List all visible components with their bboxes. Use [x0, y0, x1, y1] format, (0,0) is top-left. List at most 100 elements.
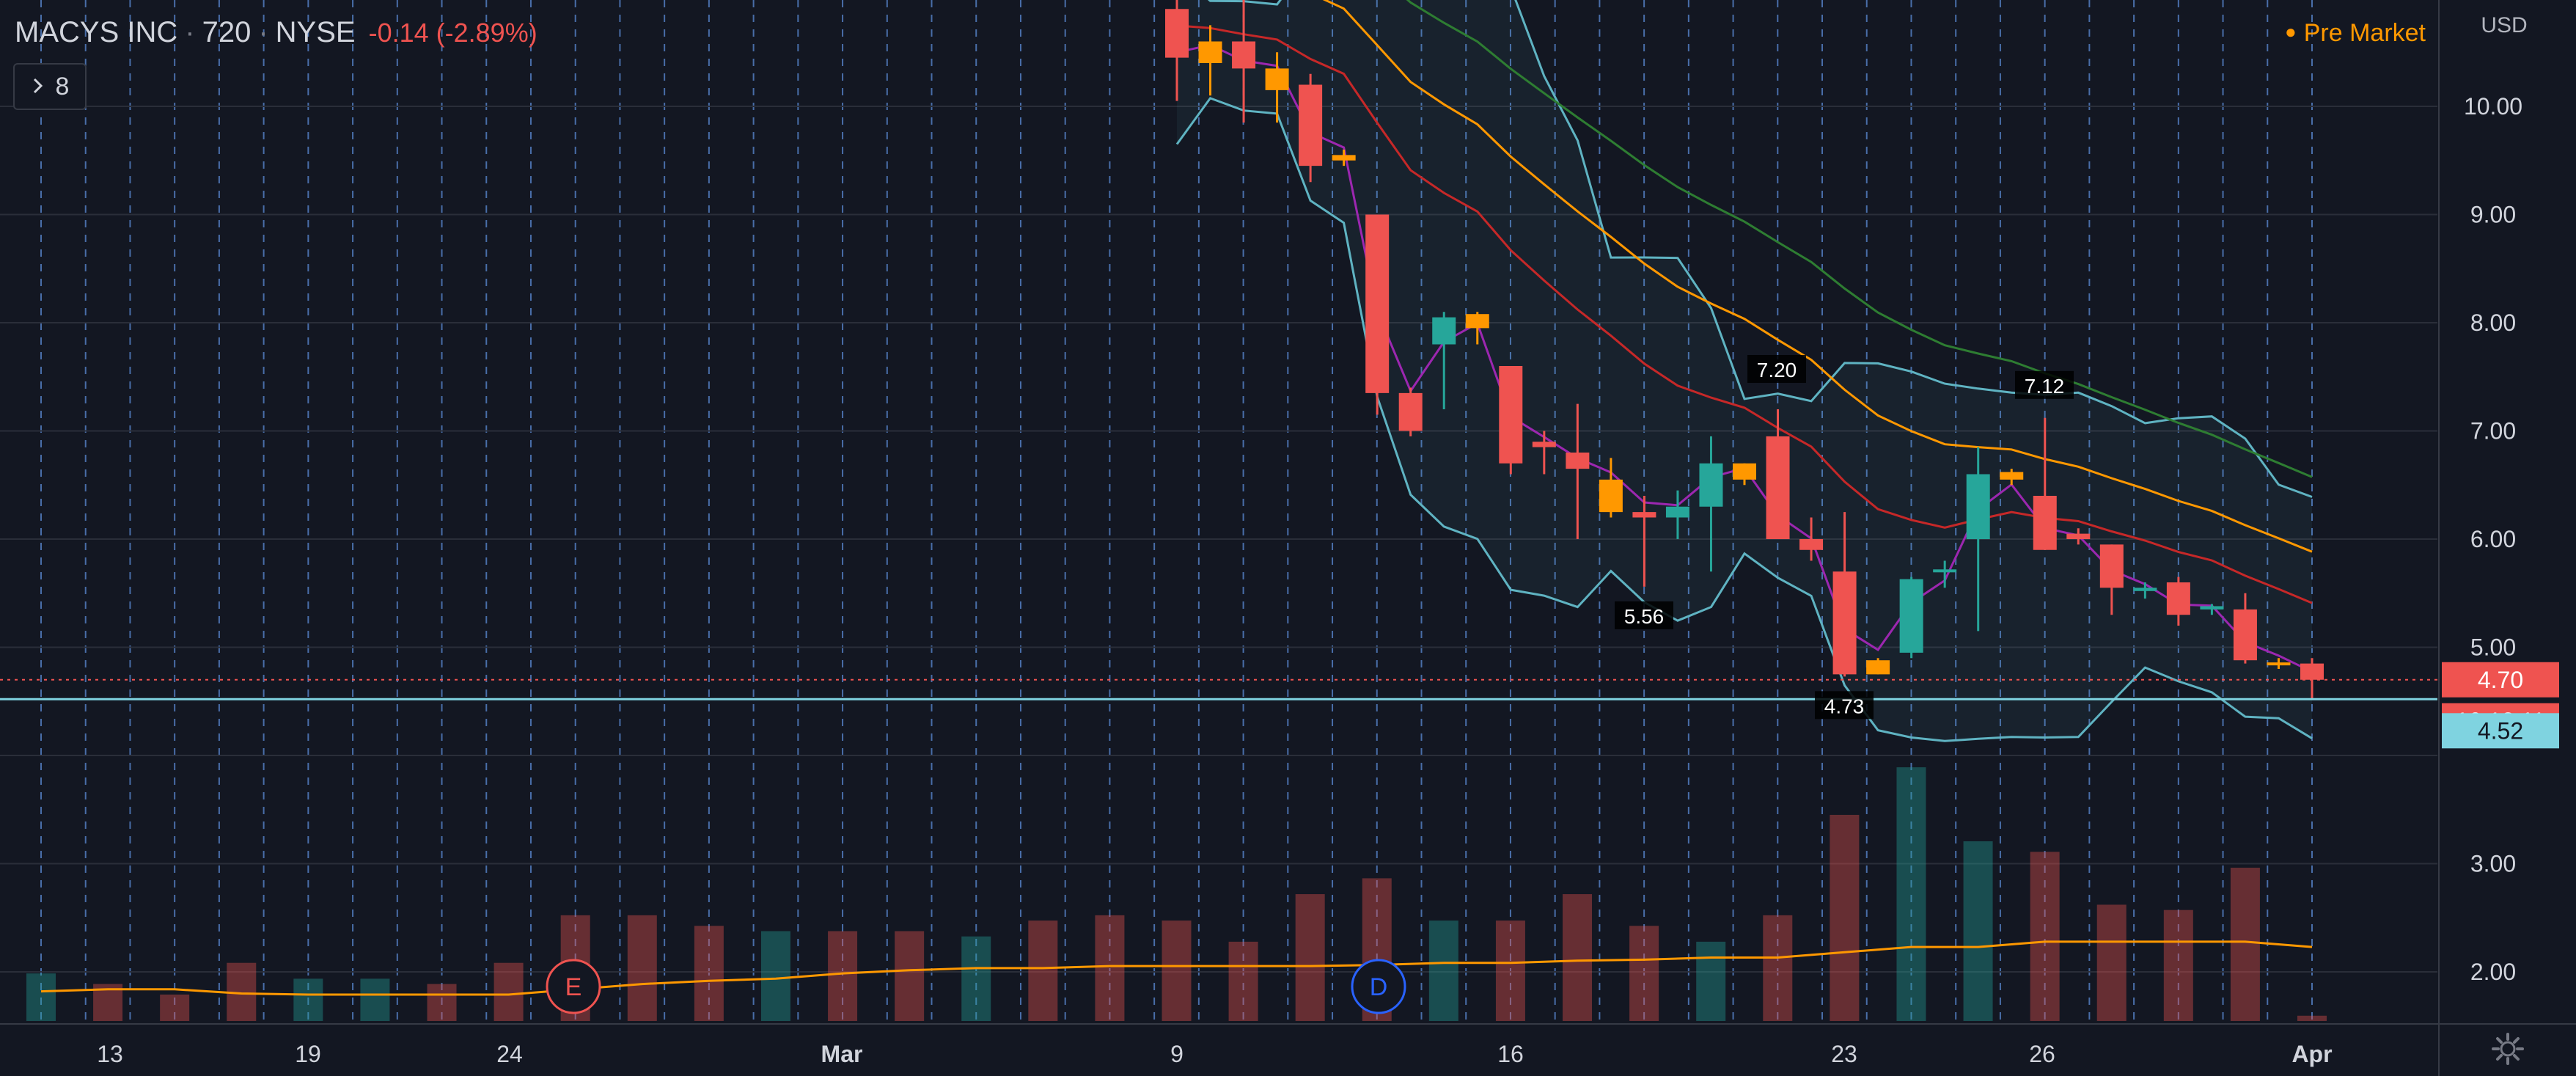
candlesticks[interactable]	[1165, 0, 2324, 700]
price-change: -0.14 (-2.89%)	[368, 18, 537, 48]
y-tick-label: 9.00	[2470, 202, 2516, 228]
x-tick-label: Apr	[2291, 1041, 2332, 1067]
candle-body	[1232, 41, 1256, 69]
volume-bar	[493, 962, 524, 1021]
ema-orange-line	[1322, 0, 2313, 553]
volume-bar	[895, 931, 925, 1021]
volume-bar	[293, 978, 323, 1021]
volume-bar	[160, 994, 190, 1021]
candle-body	[1599, 479, 1623, 513]
price-callout-box	[1615, 601, 1673, 629]
volume-bar	[26, 973, 56, 1021]
candle-body	[2066, 533, 2091, 539]
candle-body	[2166, 582, 2190, 615]
candle-body	[2300, 663, 2324, 680]
x-tick-label: 13	[97, 1041, 123, 1067]
candle-body	[1866, 660, 1890, 675]
candle-body	[2200, 606, 2224, 610]
volume-bar	[1495, 921, 1525, 1021]
symbol-name: MACYS INC	[15, 16, 178, 48]
volume-bar	[1162, 921, 1192, 1021]
axis-price-tag-text: 4.52	[2478, 717, 2523, 744]
currency-label: USD	[2481, 13, 2528, 37]
candle-body	[1832, 571, 1857, 675]
bollinger-fill	[1177, 0, 2312, 742]
candle-body	[1766, 436, 1790, 539]
candle-body	[1265, 68, 1289, 90]
axis-price-tag-text: 4.70	[2478, 667, 2523, 693]
volume-bar	[2163, 910, 2193, 1021]
chevron-right-icon	[31, 73, 45, 101]
exchange-label: NYSE	[275, 16, 356, 48]
ema-red-line	[1176, 24, 2313, 604]
axis-price-tag	[2442, 662, 2559, 698]
volume-bar	[961, 936, 991, 1021]
candle-body	[1432, 317, 1456, 345]
x-tick-label: 9	[1170, 1041, 1184, 1067]
volume-bar	[627, 915, 657, 1021]
volume-bar	[1295, 894, 1325, 1021]
separator-dot: ·	[185, 16, 195, 48]
indicator-count: 8	[55, 72, 70, 100]
volume-bar	[1228, 941, 1258, 1021]
candle-body	[1165, 9, 1189, 58]
gear-icon[interactable]	[2490, 1031, 2525, 1066]
price-callout-box	[2015, 370, 2074, 399]
volume-bar	[2030, 852, 2060, 1021]
y-tick-label: 5.00	[2470, 634, 2516, 661]
session-status: ● Pre Market	[2285, 19, 2426, 48]
volume-bar	[2297, 1015, 2327, 1021]
candle-body	[1332, 155, 1356, 161]
candle-body	[2099, 544, 2124, 588]
volume-bar	[1963, 841, 1993, 1021]
y-tick-label: 6.00	[2470, 526, 2516, 552]
volume-bar	[1563, 894, 1593, 1021]
y-tick-label: 7.00	[2470, 418, 2516, 444]
x-tick-label: 19	[295, 1041, 321, 1067]
price-callout-text: 5.56	[1624, 605, 1665, 628]
event-marker-circle	[546, 959, 601, 1014]
candle-body	[1299, 84, 1323, 166]
candle-body	[1966, 474, 1990, 539]
symbol-header[interactable]: MACYS INC · 720 · NYSE -0.14 (-2.89%)	[15, 16, 537, 49]
volume-bar	[1763, 915, 1793, 1021]
volume-bar	[2096, 904, 2127, 1021]
x-tick-label: 24	[496, 1041, 523, 1067]
candle-body	[1465, 314, 1489, 329]
axis-price-tag	[2442, 713, 2559, 749]
volume-ma-line	[40, 940, 2313, 996]
volume-bar	[694, 926, 724, 1021]
candle-body	[2267, 662, 2291, 666]
volume-bar	[1896, 767, 1926, 1021]
event-marker-label: D	[1370, 973, 1388, 1001]
candle-body	[1398, 392, 1423, 431]
event-marker-circle	[1351, 959, 1406, 1014]
x-tick-label: Mar	[821, 1041, 863, 1067]
price-callout-text: 7.12	[2025, 375, 2065, 398]
candle-body	[1899, 579, 1923, 653]
candle-body	[1699, 463, 1723, 507]
indicator-toggle-button[interactable]: 8	[13, 63, 87, 110]
candle-body	[1532, 442, 1556, 447]
candle-body	[1499, 366, 1523, 464]
price-callout-text: 7.20	[1757, 359, 1797, 381]
candle-body	[1566, 453, 1590, 469]
candle-body	[2133, 588, 2157, 591]
price-callout-box	[1815, 691, 1874, 720]
x-tick-label: 23	[1831, 1041, 1857, 1067]
volume-bar	[2230, 868, 2260, 1021]
y-tick-label: 2.00	[2470, 959, 2516, 985]
candle-body	[1365, 214, 1390, 393]
separator-dot: ·	[258, 16, 268, 48]
volume-bar	[1095, 915, 1125, 1021]
price-callout-text: 4.73	[1824, 695, 1865, 717]
price-axis-panel	[2439, 0, 2576, 1076]
volume-bar	[427, 984, 457, 1021]
volume-bar	[828, 931, 858, 1021]
candle-body	[1632, 512, 1656, 518]
volume-bar	[1028, 921, 1058, 1021]
candle-body	[2233, 609, 2257, 661]
